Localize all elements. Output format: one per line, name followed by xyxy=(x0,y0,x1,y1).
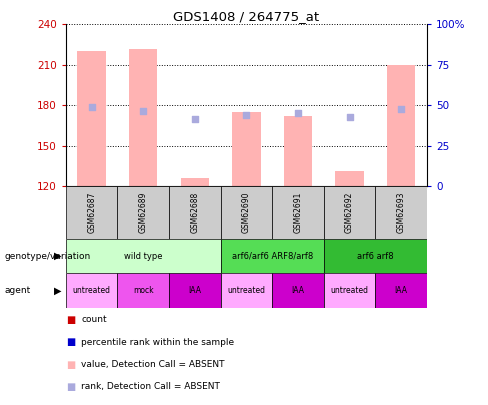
Text: IAA: IAA xyxy=(291,286,305,295)
Point xyxy=(346,114,353,121)
Text: ■: ■ xyxy=(66,382,75,392)
Bar xyxy=(129,49,158,186)
Text: agent: agent xyxy=(5,286,31,295)
Text: mock: mock xyxy=(133,286,154,295)
Text: arf6 arf8: arf6 arf8 xyxy=(357,252,394,261)
Text: GSM62687: GSM62687 xyxy=(87,192,96,233)
Bar xyxy=(221,239,324,273)
Bar xyxy=(118,273,169,308)
Text: untreated: untreated xyxy=(227,286,265,295)
Bar xyxy=(181,178,209,186)
Point xyxy=(243,111,250,118)
Text: ▶: ▶ xyxy=(54,251,61,261)
Text: percentile rank within the sample: percentile rank within the sample xyxy=(81,338,235,347)
Text: untreated: untreated xyxy=(73,286,111,295)
Bar xyxy=(375,186,427,239)
Bar xyxy=(272,186,324,239)
Bar xyxy=(324,273,375,308)
Text: count: count xyxy=(81,315,107,324)
Bar xyxy=(387,65,415,186)
Text: ■: ■ xyxy=(66,360,75,369)
Text: GSM62692: GSM62692 xyxy=(345,192,354,233)
Bar xyxy=(118,186,169,239)
Bar xyxy=(232,112,261,186)
Point xyxy=(191,115,199,122)
Text: ■: ■ xyxy=(66,337,75,347)
Bar xyxy=(221,186,272,239)
Bar xyxy=(169,273,221,308)
Text: GSM62693: GSM62693 xyxy=(397,192,406,233)
Text: value, Detection Call = ABSENT: value, Detection Call = ABSENT xyxy=(81,360,225,369)
Text: genotype/variation: genotype/variation xyxy=(5,252,91,261)
Bar xyxy=(324,186,375,239)
Bar xyxy=(324,239,427,273)
Bar xyxy=(375,273,427,308)
Point xyxy=(294,110,302,117)
Text: IAA: IAA xyxy=(188,286,202,295)
Text: ■: ■ xyxy=(66,315,75,325)
Bar xyxy=(66,239,221,273)
Bar xyxy=(78,51,106,186)
Bar xyxy=(66,273,118,308)
Text: GSM62690: GSM62690 xyxy=(242,192,251,233)
Text: IAA: IAA xyxy=(395,286,407,295)
Bar xyxy=(169,186,221,239)
Text: arf6/arf6 ARF8/arf8: arf6/arf6 ARF8/arf8 xyxy=(232,252,313,261)
Bar xyxy=(335,171,364,186)
Bar xyxy=(272,273,324,308)
Bar xyxy=(66,186,118,239)
Text: GSM62689: GSM62689 xyxy=(139,192,148,233)
Text: untreated: untreated xyxy=(330,286,368,295)
Title: GDS1408 / 264775_at: GDS1408 / 264775_at xyxy=(173,10,320,23)
Text: GSM62688: GSM62688 xyxy=(190,192,200,233)
Bar xyxy=(284,116,312,186)
Text: ▶: ▶ xyxy=(54,286,61,296)
Text: GSM62691: GSM62691 xyxy=(293,192,303,233)
Text: wild type: wild type xyxy=(124,252,163,261)
Point xyxy=(88,103,96,110)
Bar xyxy=(221,273,272,308)
Text: rank, Detection Call = ABSENT: rank, Detection Call = ABSENT xyxy=(81,382,221,391)
Point xyxy=(140,107,147,114)
Point xyxy=(397,106,405,113)
